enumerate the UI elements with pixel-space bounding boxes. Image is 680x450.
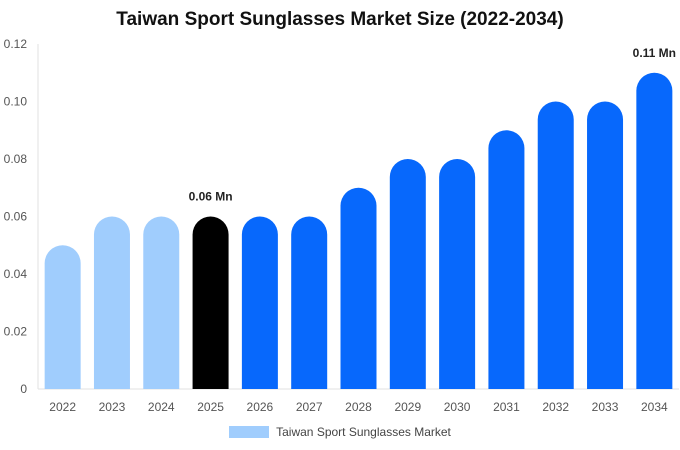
- bar-2026[interactable]: [241, 216, 278, 390]
- legend-swatch: [229, 426, 270, 438]
- y-tick-label: 0.12: [4, 37, 28, 51]
- x-tick-label: 2031: [493, 400, 520, 414]
- bar-2027[interactable]: [291, 216, 328, 390]
- x-tick-label: 2033: [592, 400, 619, 414]
- x-tick-label: 2034: [641, 400, 668, 414]
- x-tick-label: 2024: [148, 400, 175, 414]
- x-tick-label: 2023: [99, 400, 126, 414]
- bar-2022[interactable]: [44, 245, 81, 389]
- bar-2031[interactable]: [488, 130, 525, 389]
- x-tick-label: 2026: [247, 400, 274, 414]
- x-tick-label: 2030: [444, 400, 471, 414]
- bar-2029[interactable]: [389, 159, 426, 389]
- x-tick-label: 2032: [542, 400, 569, 414]
- bar-2033[interactable]: [587, 101, 624, 390]
- bar-2023[interactable]: [93, 216, 130, 389]
- x-tick-label: 2029: [394, 400, 421, 414]
- x-tick-label: 2022: [49, 400, 76, 414]
- x-tick-label: 2027: [296, 400, 323, 414]
- bar-2024[interactable]: [143, 216, 180, 389]
- bar-2030[interactable]: [439, 159, 476, 389]
- y-tick-label: 0.02: [4, 325, 28, 339]
- data-label-2034: 0.11 Mn: [633, 46, 676, 60]
- y-tick-label: 0.04: [4, 267, 28, 281]
- bar-2034[interactable]: [636, 72, 673, 389]
- chart-legend[interactable]: Taiwan Sport Sunglasses Market: [0, 425, 680, 439]
- legend-label: Taiwan Sport Sunglasses Market: [276, 425, 451, 439]
- x-tick-label: 2025: [197, 400, 224, 414]
- y-tick-label: 0: [20, 382, 27, 396]
- x-tick-label: 2028: [345, 400, 372, 414]
- y-tick-label: 0.08: [4, 152, 28, 166]
- bar-2025[interactable]: [192, 216, 229, 390]
- chart-title: Taiwan Sport Sunglasses Market Size (202…: [116, 9, 564, 30]
- bar-2032[interactable]: [537, 101, 574, 390]
- bar-2028[interactable]: [340, 187, 377, 389]
- data-label-2025: 0.06 Mn: [189, 190, 233, 204]
- y-tick-label: 0.06: [4, 210, 28, 224]
- y-tick-label: 0.10: [4, 95, 28, 109]
